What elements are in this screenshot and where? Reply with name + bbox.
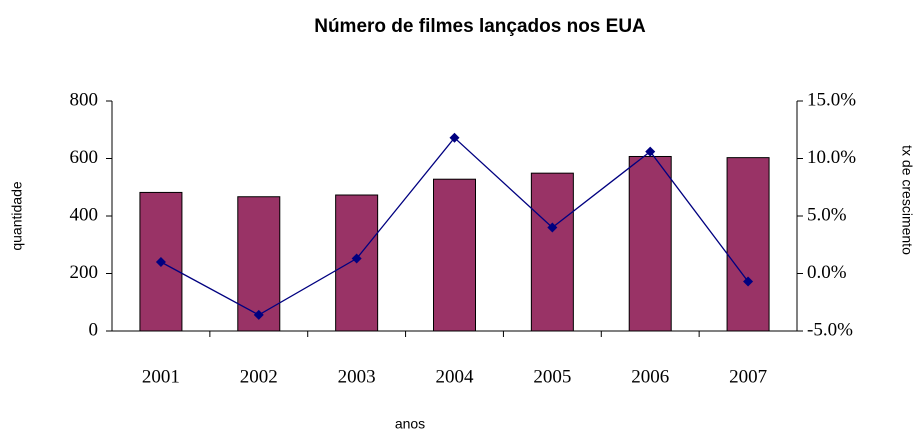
- marker: [351, 253, 362, 264]
- bar: [628, 155, 672, 332]
- y-tick-label: 800: [70, 89, 99, 110]
- y-tick-label: 200: [70, 262, 99, 283]
- bar: [237, 196, 281, 332]
- marker: [253, 309, 264, 320]
- y2-tick-label: 15.0%: [807, 89, 856, 110]
- chart-title: Número de filmes lançados nos EUA: [314, 16, 646, 37]
- y2-tick-label: 0.0%: [807, 262, 847, 283]
- marker: [645, 146, 656, 157]
- y2-tick-label: 10.0%: [807, 147, 856, 168]
- x-tick-label: 2006: [631, 366, 669, 387]
- x-tick-label: 2001: [142, 366, 180, 387]
- y-axis-label: quantidade: [9, 181, 25, 251]
- x-tick-label: 2002: [240, 366, 278, 387]
- x-tick-label: 2005: [533, 366, 571, 387]
- x-tick-label: 2004: [436, 366, 475, 387]
- y-tick-label: 400: [70, 204, 99, 225]
- x-tick-label: 2003: [338, 366, 376, 387]
- bar: [433, 178, 476, 332]
- y2-axis-label: tx de crescimento: [899, 145, 915, 255]
- bar: [726, 157, 770, 332]
- bar: [530, 172, 574, 332]
- marker: [449, 132, 460, 143]
- marker: [547, 222, 558, 233]
- marker: [743, 276, 754, 287]
- y2-tick-label: 5.0%: [807, 204, 847, 225]
- y-tick-label: 0: [89, 319, 99, 340]
- marker: [155, 257, 166, 267]
- x-axis-label: anos: [395, 416, 425, 432]
- y-tick-label: 600: [70, 147, 99, 168]
- x-tick-label: 2007: [729, 366, 767, 387]
- y2-tick-label: -5.0%: [807, 319, 853, 340]
